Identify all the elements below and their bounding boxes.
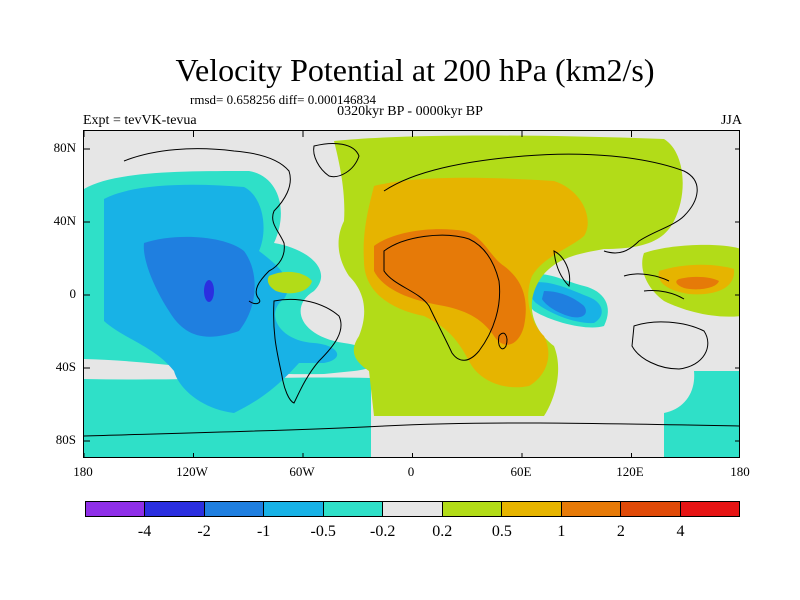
colorbar-box: [86, 502, 146, 516]
colorbar-box: [621, 502, 681, 516]
colorbar-box: [264, 502, 324, 516]
plot-title: Velocity Potential at 200 hPa (km2/s): [175, 52, 655, 88]
colorbar-label: 0.5: [491, 523, 512, 540]
lon-label-0: 0: [407, 464, 415, 479]
statistics-text: rmsd= 0.658256 diff= 0.000146834: [190, 92, 376, 107]
positive-anomaly-region: [267, 135, 739, 416]
lat-label-80s: 80S: [55, 432, 76, 447]
colorbar-box: [442, 502, 503, 516]
lon-label-180w: 180: [73, 464, 93, 479]
colorbar-label: 4: [676, 523, 685, 540]
colorbar-box: [680, 502, 739, 516]
lat-label-80n: 80N: [53, 140, 76, 155]
colorbar-label: -2: [197, 523, 211, 540]
colorbar-box: [145, 502, 205, 516]
period-subtitle: 0320kyr BP - 0000kyr BP: [337, 104, 483, 119]
colorbar-label: -0.2: [370, 523, 396, 540]
colorbar-box: [383, 502, 443, 516]
lat-label-40s: 40S: [55, 359, 76, 374]
lon-label-180e: 180: [730, 464, 750, 479]
lon-label-120w: 120W: [176, 464, 208, 479]
colorbar-box: [323, 502, 384, 516]
colorbar-label: -0.5: [310, 523, 336, 540]
lon-label-60e: 60E: [510, 464, 532, 479]
lon-label-120e: 120E: [616, 464, 644, 479]
experiment-label: Expt = tevVK-tevua: [83, 113, 197, 128]
season-label: JJA: [720, 113, 742, 128]
colorbar-box: [502, 502, 562, 516]
colorbar-box: [204, 502, 265, 516]
frame-ticks: [84, 131, 739, 457]
indian-ocean-negative-anomaly: [522, 273, 608, 328]
colorbar-label: 2: [616, 523, 625, 540]
lon-label-60w: 60W: [289, 464, 315, 479]
colorbar-label: -1: [256, 523, 271, 540]
lat-label-0: 0: [69, 286, 77, 301]
velocity-potential-map: [84, 131, 739, 457]
colorbar: [85, 501, 740, 517]
colorbar-label: -4: [137, 523, 152, 540]
negative-anomaly-region: [84, 171, 739, 457]
colorbar-label: 0.2: [432, 523, 453, 540]
colorbar-label: 1: [557, 523, 566, 540]
lat-label-40n: 40N: [53, 213, 76, 228]
colorbar-box: [561, 502, 622, 516]
map-panel: [83, 130, 740, 458]
coastlines: [84, 143, 739, 437]
